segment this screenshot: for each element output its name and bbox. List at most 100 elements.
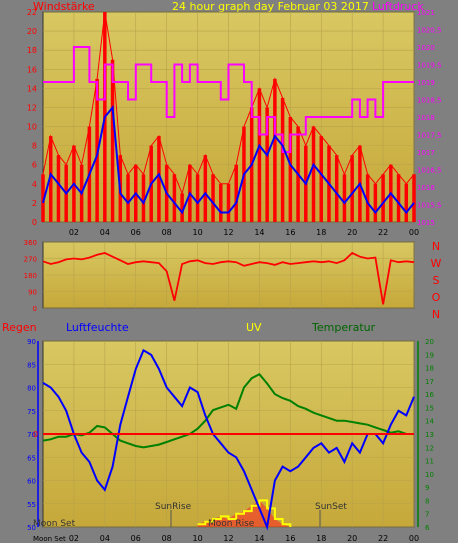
x-tick-label: 08: [162, 228, 172, 237]
y-left-tick-label: 20: [27, 27, 37, 36]
x-tick-label: 14: [254, 534, 264, 543]
y-left-tick-label: 60: [27, 478, 36, 486]
y-right-tick-label: 1016: [417, 184, 435, 192]
y-left-tick-label: 270: [24, 256, 37, 264]
humidity-line: [42, 348, 415, 531]
y-right-tick-label: 14: [425, 418, 434, 426]
compass-label: N: [432, 308, 440, 321]
y-left-tick-label: 360: [24, 239, 37, 247]
moonrise-label: Moon Rise: [208, 519, 255, 529]
y-right-tick-label: 11: [425, 458, 434, 466]
y-left-tick-label: 65: [27, 454, 36, 462]
label-uv: UV: [246, 321, 262, 334]
compass-label: N: [432, 240, 440, 253]
x-tick-label: 16: [285, 534, 295, 543]
y-left-tick-label: 2: [32, 199, 37, 208]
panel2-y-left-ticks: 0 90 180 270 360: [24, 239, 37, 313]
panel2-series: [42, 251, 415, 305]
y-right-tick-label: 8: [425, 497, 429, 505]
moonset-label: Moon Set: [33, 519, 76, 529]
rain-zero-label: 0: [33, 430, 38, 439]
sunrise-label: SunRise: [155, 502, 192, 512]
label-regen: Regen: [2, 321, 37, 334]
y-left-tick-label: 6: [32, 161, 37, 170]
temperature-line: [42, 372, 414, 449]
y-left-tick-label: 0: [33, 305, 37, 313]
x-tick-label: 22: [378, 534, 388, 543]
panel3-y-left-ticks: 50 55 60 65 70 75 80 85 90: [27, 338, 36, 532]
y-right-tick-label: 7: [425, 511, 429, 519]
pressure-line: [43, 46, 414, 153]
x-tick-label: 00: [409, 228, 419, 237]
y-right-tick-label: 20: [425, 338, 434, 346]
sunset-label: SunSet: [315, 502, 347, 512]
panel2-grid: [43, 241, 415, 309]
y-right-tick-label: 12: [425, 444, 434, 452]
panel1-series: [41, 11, 416, 222]
compass-label: S: [433, 274, 440, 287]
x-first-label: Moon Set: [33, 535, 66, 543]
wind-avg-line: [42, 104, 415, 215]
y-right-tick-label: 9: [425, 484, 429, 492]
panel1-x-ticks: 02 04 06 08 10 12 14 16 18 20 22 00: [69, 228, 419, 237]
x-tick-label: 20: [347, 534, 357, 543]
x-tick-label: 22: [378, 228, 388, 237]
y-right-tick-label: 19: [425, 351, 434, 359]
panel3-y-right-ticks: 6 7 8 9 10 11 12 13 14 15 16 17 18 19 20: [425, 338, 434, 532]
y-left-tick-label: 90: [27, 338, 36, 346]
y-left-tick-label: 4: [32, 180, 37, 189]
wind-gust-line: [42, 11, 415, 195]
y-right-tick-label: 16: [425, 391, 434, 399]
y-right-tick-label: 1019: [417, 79, 435, 87]
x-tick-label: 02: [69, 228, 79, 237]
compass-label: W: [431, 257, 442, 270]
x-tick-label: 06: [131, 228, 141, 237]
y-left-tick-label: 16: [27, 65, 37, 74]
x-tick-label: 12: [223, 534, 233, 543]
x-tick-label: 04: [100, 228, 110, 237]
panel1-y-left-ticks: 0 2 4 6 8 10 12 14 16 18 20 22: [27, 8, 37, 227]
panel3-series: [42, 348, 415, 531]
x-tick-label: 18: [316, 228, 326, 237]
label-luftdruck: Luftdruck: [372, 0, 424, 13]
x-tick-label: 10: [192, 228, 202, 237]
x-tick-label: 18: [316, 534, 326, 543]
y-right-tick-label: 1020: [417, 44, 435, 52]
label-luftfeuchte: Luftfeuchte: [66, 321, 129, 334]
y-left-tick-label: 55: [27, 501, 36, 509]
y-left-tick-label: 180: [24, 272, 37, 280]
x-tick-label: 10: [192, 534, 202, 543]
x-tick-label: 02: [69, 534, 79, 543]
y-right-tick-label: 1019,5: [417, 62, 442, 70]
y-right-tick-label: 1018: [417, 114, 435, 122]
y-left-tick-label: 50: [27, 524, 36, 532]
y-left-tick-label: 85: [27, 361, 36, 369]
y-left-tick-label: 18: [27, 46, 37, 55]
y-right-tick-label: 1020,5: [417, 27, 442, 35]
y-right-tick-label: 18: [425, 365, 434, 373]
x-tick-label: 00: [409, 534, 419, 543]
compass-label: O: [432, 291, 441, 304]
y-left-tick-label: 70: [27, 431, 36, 439]
y-left-tick-label: 75: [27, 408, 36, 416]
y-left-tick-label: 12: [27, 103, 37, 112]
y-right-tick-label: 1015,5: [417, 202, 442, 210]
panel1-y-right-ticks: 1015 1015,5 1016 1016,5 1017 1017,5 1018 1018,5…: [417, 9, 442, 227]
x-tick-label: 20: [347, 228, 357, 237]
y-right-tick-label: 1017: [417, 149, 435, 157]
y-right-tick-label: 13: [425, 431, 434, 439]
y-right-tick-label: 1017,5: [417, 132, 442, 140]
y-right-tick-label: 1021: [417, 9, 435, 17]
y-right-tick-label: 17: [425, 378, 434, 386]
y-left-tick-label: 14: [27, 84, 37, 93]
x-tick-label: 06: [131, 534, 141, 543]
x-tick-label: 08: [162, 534, 172, 543]
y-right-tick-label: 10: [425, 471, 434, 479]
y-right-tick-label: 1015: [417, 219, 435, 227]
x-tick-label: 16: [285, 228, 295, 237]
y-left-tick-label: 8: [32, 142, 37, 151]
label-windstaerke: Windstärke: [33, 0, 95, 13]
x-tick-label: 12: [223, 228, 233, 237]
